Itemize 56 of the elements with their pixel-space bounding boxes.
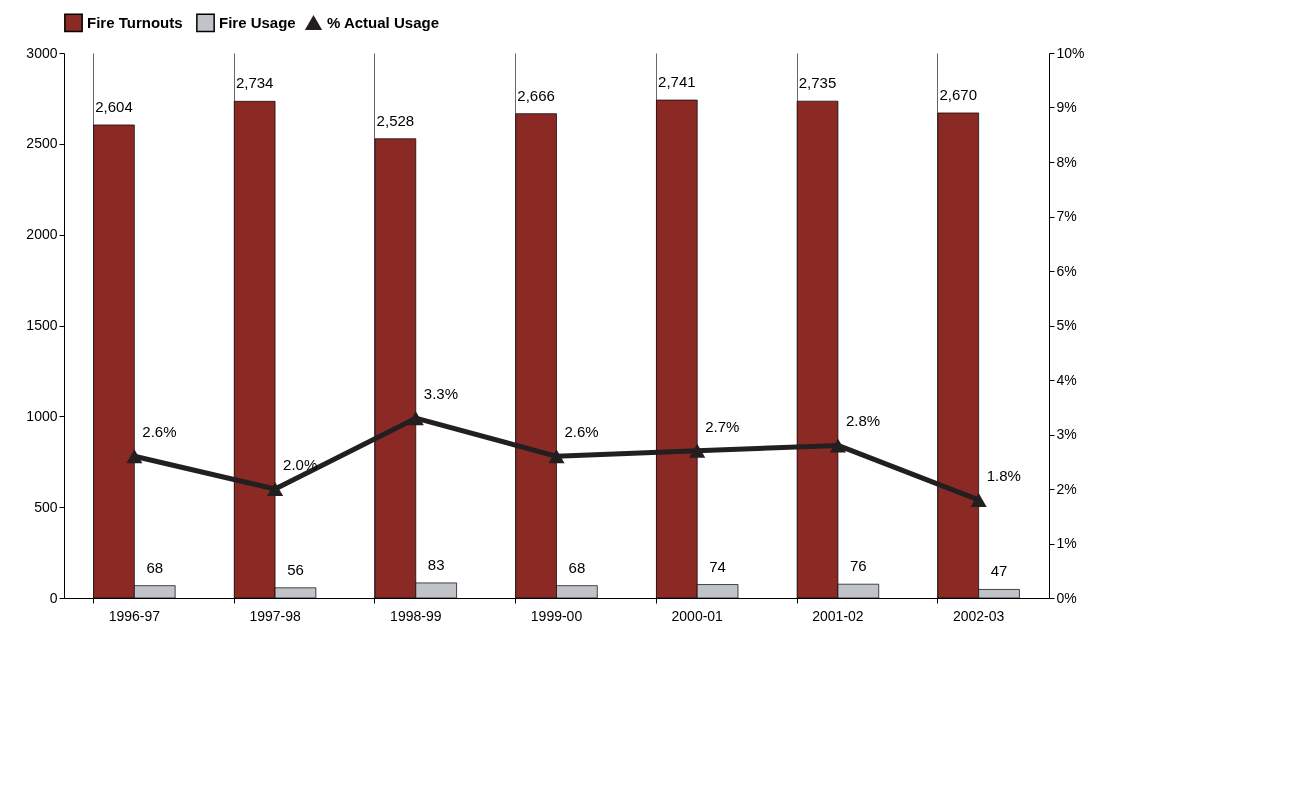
- data-label: 83: [427, 555, 445, 573]
- y2-tick-label: 7%: [1056, 208, 1077, 224]
- data-label: 74: [709, 557, 726, 575]
- data-label: 2.7%: [705, 417, 740, 435]
- data-label: 2.8%: [845, 412, 881, 430]
- y2-tick-label: 1%: [1056, 535, 1077, 551]
- point: [970, 492, 987, 507]
- data-label: 2.6%: [142, 423, 177, 441]
- y2-tick-label: 8%: [1056, 153, 1077, 170]
- y-tick-label: 500: [34, 498, 58, 515]
- y2-tick-label: 5%: [1056, 317, 1077, 333]
- data-label: 3.3%: [423, 385, 458, 403]
- x-tick-label: 2002-03: [952, 607, 1005, 624]
- point: [548, 449, 565, 464]
- data-label: 2,670: [939, 85, 978, 103]
- y2-tick-label: 0%: [1056, 589, 1077, 606]
- y2-tick-label: 9%: [1056, 99, 1077, 115]
- data-label: 47: [990, 562, 1008, 580]
- legend-label: Fire Turnouts: [87, 13, 183, 31]
- data-label: 68: [146, 558, 164, 576]
- x-tick-label: 1998-99: [390, 607, 442, 624]
- data-label: 2.6%: [564, 423, 599, 441]
- y2-tick-label: 6%: [1056, 262, 1077, 279]
- data-label: 76: [849, 557, 867, 575]
- data-label: 2,528: [376, 111, 415, 129]
- y2-tick-label: 2%: [1056, 480, 1077, 497]
- y-tick-label: 2500: [26, 135, 58, 152]
- data-label: 68: [568, 558, 586, 576]
- data-label: 2,666: [517, 86, 555, 104]
- y-tick-label: 1500: [26, 317, 58, 333]
- y-tick-label: 2000: [26, 226, 58, 243]
- x-tick-label: 2001-02: [812, 607, 864, 624]
- data-label: 2.0%: [283, 456, 318, 473]
- y-tick-label: 0: [49, 589, 58, 606]
- legend-label: Fire Usage: [219, 13, 296, 31]
- point: [689, 443, 706, 458]
- legend-label: % Actual Usage: [327, 13, 439, 31]
- x-tick-label: 2000-01: [671, 607, 724, 624]
- y2-tick-label: 4%: [1056, 371, 1077, 388]
- x-tick-label: 1996-97: [108, 607, 161, 624]
- data-label: 1.8%: [986, 466, 1021, 484]
- point: [267, 482, 284, 496]
- y2-tick-label: 10%: [1056, 44, 1085, 61]
- point: [126, 449, 143, 464]
- y-tick-label: 3000: [26, 44, 58, 61]
- data-label: 2,735: [798, 74, 837, 92]
- data-label: 56: [287, 560, 304, 578]
- data-label: 2,604: [95, 97, 133, 115]
- y-tick-label: 1000: [26, 407, 58, 424]
- data-label: 2,734: [235, 74, 274, 92]
- data-label: 2,741: [658, 73, 696, 91]
- point: [407, 411, 424, 426]
- x-tick-label: 1999-00: [530, 607, 583, 624]
- y2-tick-label: 3%: [1056, 426, 1077, 442]
- point: [829, 438, 846, 453]
- x-tick-label: 1997-98: [249, 607, 301, 624]
